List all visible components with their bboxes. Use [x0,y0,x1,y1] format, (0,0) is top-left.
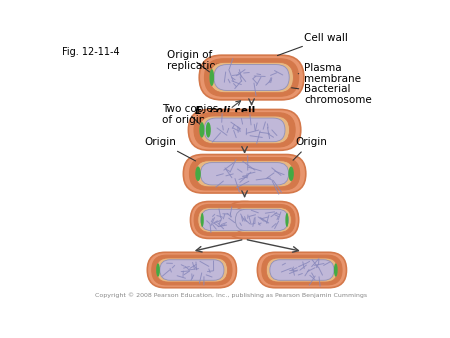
Text: Bacterial
chromosome: Bacterial chromosome [266,84,372,105]
Ellipse shape [195,166,201,181]
Ellipse shape [199,122,204,138]
Text: Plasma
membrane: Plasma membrane [298,63,361,84]
FancyBboxPatch shape [152,255,232,285]
Ellipse shape [201,213,204,227]
Ellipse shape [209,69,214,86]
FancyBboxPatch shape [201,163,288,185]
FancyBboxPatch shape [190,201,264,238]
FancyBboxPatch shape [199,55,304,100]
Text: Copyright © 2008 Pearson Education, Inc., publishing as Pearson Benjamin Cumming: Copyright © 2008 Pearson Education, Inc.… [94,292,367,298]
Text: Cell wall: Cell wall [277,33,348,55]
FancyBboxPatch shape [183,154,306,193]
FancyBboxPatch shape [204,59,299,96]
FancyBboxPatch shape [225,201,299,238]
FancyBboxPatch shape [196,161,293,187]
FancyBboxPatch shape [201,209,254,231]
Text: Origin: Origin [293,137,327,160]
Ellipse shape [288,166,294,181]
FancyBboxPatch shape [204,118,285,142]
FancyBboxPatch shape [266,258,338,282]
FancyBboxPatch shape [235,209,288,231]
FancyBboxPatch shape [147,252,236,288]
Text: Origin: Origin [144,137,196,161]
FancyBboxPatch shape [156,258,228,282]
FancyBboxPatch shape [198,208,256,233]
FancyBboxPatch shape [214,65,289,91]
FancyBboxPatch shape [200,116,289,144]
FancyBboxPatch shape [233,208,291,233]
Text: E. coli: E. coli [195,106,230,116]
Text: Origin of
replication: Origin of replication [167,50,222,72]
Ellipse shape [206,122,211,138]
FancyBboxPatch shape [189,110,301,150]
Ellipse shape [334,263,338,277]
Ellipse shape [285,213,288,227]
FancyBboxPatch shape [257,252,346,288]
FancyBboxPatch shape [189,158,300,190]
FancyBboxPatch shape [194,113,295,147]
FancyBboxPatch shape [194,204,261,236]
Text: cell: cell [231,106,256,116]
Text: Fig. 12-11-4: Fig. 12-11-4 [63,47,120,57]
FancyBboxPatch shape [270,260,334,280]
FancyBboxPatch shape [210,62,293,93]
FancyBboxPatch shape [229,204,295,236]
FancyBboxPatch shape [262,255,342,285]
FancyBboxPatch shape [160,260,224,280]
Ellipse shape [156,263,160,277]
Text: Two copies
of origin: Two copies of origin [162,104,218,125]
